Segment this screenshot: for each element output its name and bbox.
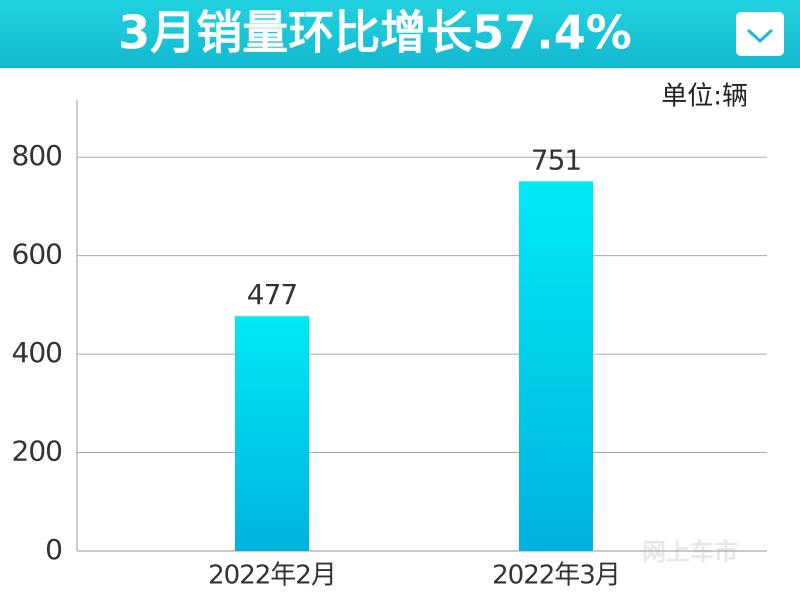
y-tick-label: 200 <box>12 435 62 468</box>
dropdown-icon[interactable] <box>746 28 774 44</box>
title-banner <box>0 0 800 68</box>
data-label: 751 <box>531 143 581 176</box>
bar <box>235 316 309 551</box>
y-tick-label: 0 <box>45 533 62 566</box>
chart-title: 3月销量环比增长57.4% <box>118 6 632 60</box>
y-tick-label: 600 <box>12 238 62 271</box>
dropdown-button[interactable] <box>736 12 784 56</box>
dropdown-box[interactable] <box>736 12 784 56</box>
x-tick-label: 2022年3月 <box>492 561 620 591</box>
y-tick-label: 400 <box>12 336 62 369</box>
data-label: 477 <box>247 278 297 311</box>
y-tick-label: 800 <box>12 139 62 172</box>
x-tick-label: 2022年2月 <box>208 561 336 591</box>
unit-label: 单位:辆 <box>661 82 748 112</box>
bar <box>519 181 593 551</box>
watermark: 网上车市 <box>642 538 738 566</box>
